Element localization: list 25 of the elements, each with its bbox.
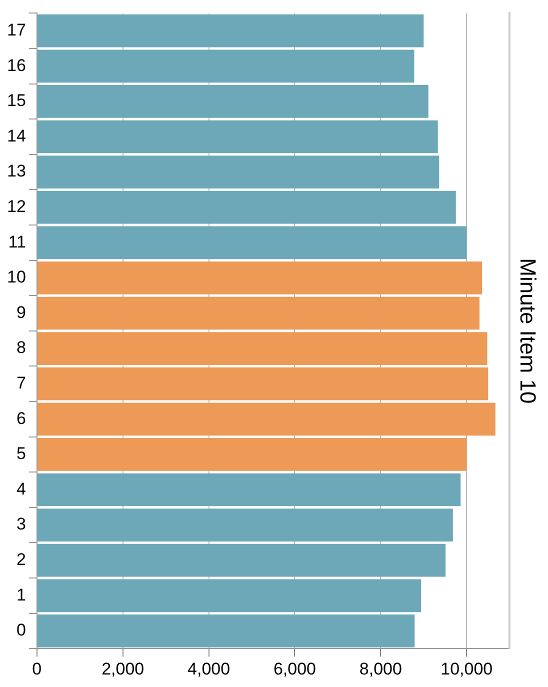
y-tick-label: 12 bbox=[6, 197, 26, 216]
x-tick-label: 10,000 bbox=[440, 659, 493, 678]
y-tick-label: 14 bbox=[6, 126, 26, 146]
x-tick-label: 8,000 bbox=[359, 659, 402, 678]
y-tick-label: 0 bbox=[16, 620, 26, 640]
y-tick-label: 11 bbox=[8, 232, 26, 252]
y-tick-label: 13 bbox=[6, 162, 26, 181]
y-tick-label: 7 bbox=[16, 374, 26, 393]
y-tick-label: 5 bbox=[16, 444, 26, 464]
x-tick-label: 6,000 bbox=[273, 659, 316, 678]
y2-axis-title: Minute Item 10 bbox=[516, 258, 541, 404]
y-tick-label: 17 bbox=[6, 20, 26, 40]
x-tick-label: 4,000 bbox=[188, 659, 230, 678]
y-tick-label: 10 bbox=[6, 268, 26, 287]
y-tick-label: 2 bbox=[16, 550, 26, 570]
y-tick-label: 3 bbox=[16, 514, 26, 534]
y-tick-label: 15 bbox=[6, 91, 26, 110]
y-tick-label: 9 bbox=[16, 302, 26, 322]
y-tick-label: 1 bbox=[16, 585, 26, 604]
y-tick-label: 16 bbox=[6, 56, 26, 75]
y-tick-label: 8 bbox=[16, 338, 26, 358]
y-tick-label: 4 bbox=[16, 479, 26, 498]
x-tick-label: 2,000 bbox=[102, 659, 144, 678]
x-tick-label: 0 bbox=[32, 659, 42, 678]
y-tick-label: 6 bbox=[16, 408, 26, 428]
